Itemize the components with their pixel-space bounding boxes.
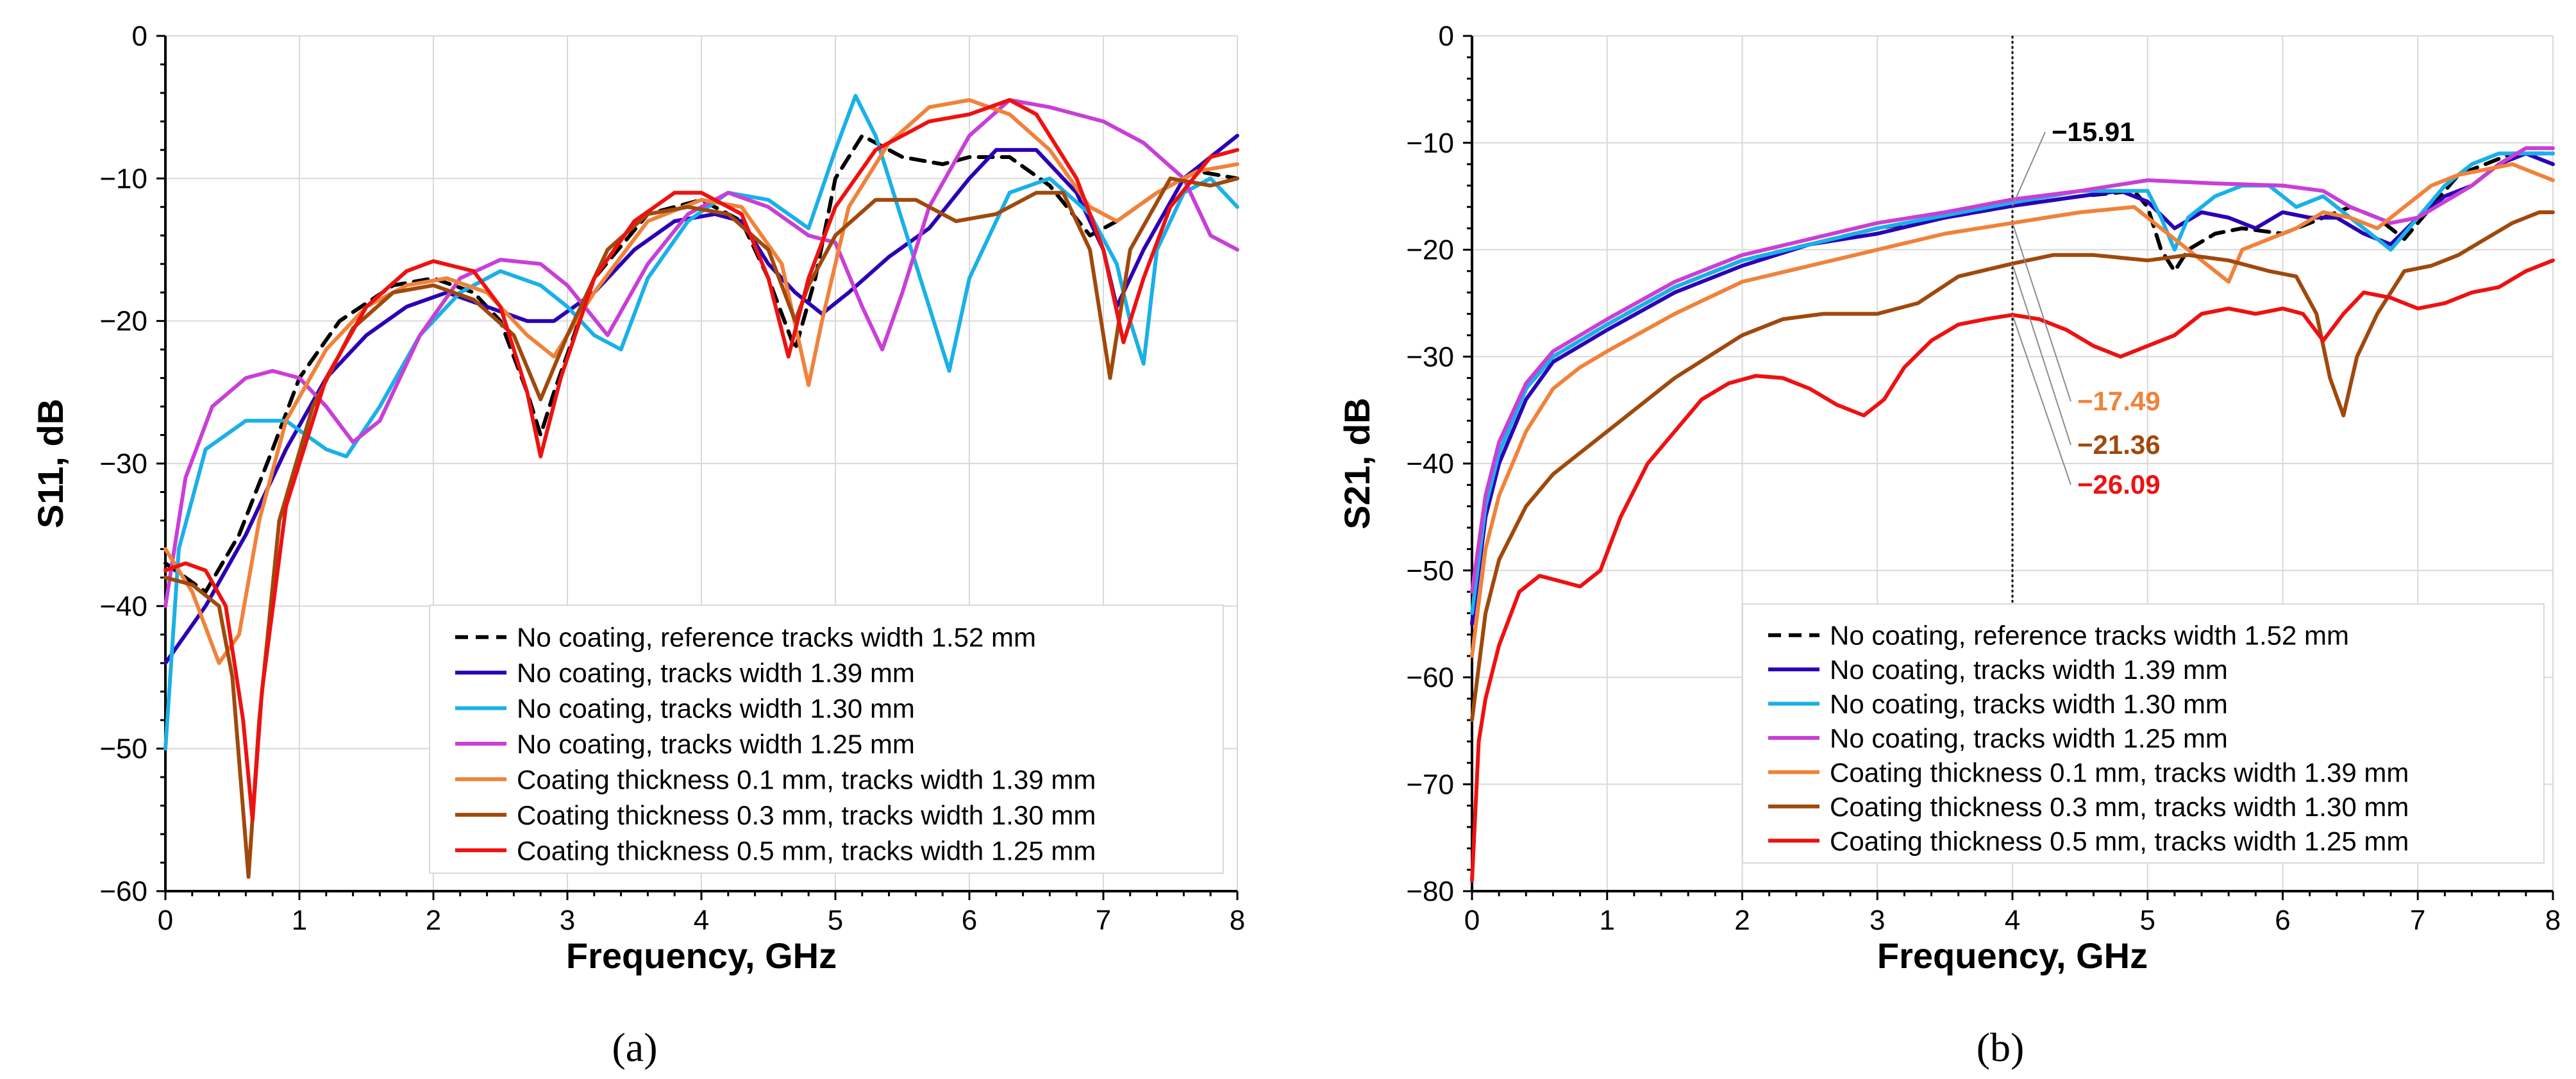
x-tick-label: 2 bbox=[1734, 905, 1750, 936]
annotation-label: −17.49 bbox=[2077, 386, 2161, 416]
y-tick-label: −10 bbox=[99, 163, 147, 194]
series-line-1 bbox=[1470, 151, 2555, 626]
y-tick-label: −60 bbox=[99, 876, 147, 907]
x-tick-label: 4 bbox=[2005, 905, 2020, 936]
legend-entry: No coating, tracks width 1.30 mm bbox=[1830, 689, 2228, 719]
annotation-leader bbox=[2012, 314, 2071, 485]
legend-box bbox=[1742, 603, 2545, 864]
legend-entry: Coating thickness 0.5 mm, tracks width 1… bbox=[517, 835, 1096, 866]
x-tick-label: 5 bbox=[2140, 905, 2155, 936]
x-tick-label: 0 bbox=[1464, 905, 1480, 936]
y-tick-label: −50 bbox=[1406, 555, 1454, 587]
y-tick-label: −70 bbox=[1406, 769, 1454, 800]
series-group bbox=[163, 94, 1239, 879]
x-axis-title: Frequency, GHz bbox=[566, 935, 837, 976]
x-tick-label: 1 bbox=[1600, 905, 1615, 936]
x-tick-label: 8 bbox=[2545, 905, 2561, 936]
y-tick-label: −30 bbox=[1406, 341, 1454, 372]
panel-label: (a) bbox=[612, 1025, 657, 1070]
y-tick-label: 0 bbox=[1439, 21, 1454, 52]
series-line-5 bbox=[1470, 162, 2555, 658]
x-tick-label: 3 bbox=[1869, 905, 1885, 936]
y-tick-label: −40 bbox=[99, 590, 147, 622]
legend: No coating, reference tracks width 1.52 … bbox=[429, 605, 1224, 874]
x-tick-label: 7 bbox=[1096, 905, 1111, 936]
legend-entry: No coating, reference tracks width 1.52 … bbox=[517, 623, 1036, 653]
x-tick-label: 4 bbox=[694, 905, 709, 936]
series-line-3 bbox=[1470, 151, 2555, 615]
y-tick-label: −30 bbox=[99, 448, 147, 480]
x-tick-label: 7 bbox=[2410, 905, 2425, 936]
series-line-7 bbox=[1470, 258, 2555, 883]
series-line-2 bbox=[163, 133, 1239, 665]
x-tick-label: 1 bbox=[292, 905, 307, 936]
series-line-6 bbox=[1470, 210, 2555, 723]
series-line-6 bbox=[163, 176, 1239, 879]
chart-panel-b: 0 1 2 3 4 5 6 7 8 0 −10 −20 −30 −40 −50 −60 −70 −80 Freque… bbox=[1337, 21, 2561, 1070]
annotation-label: −21.36 bbox=[2077, 430, 2161, 460]
legend-entry: Coating thickness 0.3 mm, tracks width 1… bbox=[1830, 792, 2409, 822]
legend-entry: No coating, tracks width 1.39 mm bbox=[517, 658, 915, 688]
y-tick-label: −40 bbox=[1406, 448, 1454, 480]
legend-box bbox=[429, 605, 1224, 874]
annotation-label: −26.09 bbox=[2077, 469, 2161, 499]
y-tick-label: 0 bbox=[132, 21, 147, 52]
annotation-leader bbox=[2012, 263, 2071, 446]
legend-entry: Coating thickness 0.1 mm, tracks width 1… bbox=[517, 764, 1096, 794]
x-tick-label: 8 bbox=[1230, 905, 1245, 936]
legend-entry: No coating, tracks width 1.30 mm bbox=[517, 694, 915, 724]
series-line-5 bbox=[163, 98, 1239, 665]
x-tick-label: 0 bbox=[158, 905, 173, 936]
x-axis-title: Frequency, GHz bbox=[1877, 935, 2148, 976]
y-tick-label: −60 bbox=[1406, 662, 1454, 694]
panel-label: (b) bbox=[1977, 1025, 2025, 1070]
series-line-4 bbox=[163, 98, 1239, 608]
legend-entry: No coating, tracks width 1.39 mm bbox=[1830, 655, 2228, 685]
series-line-7 bbox=[163, 98, 1239, 822]
legend-entry: Coating thickness 0.5 mm, tracks width 1… bbox=[1830, 826, 2409, 856]
y-tick-label: −50 bbox=[99, 733, 147, 765]
x-tick-label: 6 bbox=[962, 905, 977, 936]
x-tick-label: 6 bbox=[2275, 905, 2290, 936]
y-tick-label: −80 bbox=[1406, 876, 1454, 907]
annotation-label: −15.91 bbox=[2052, 117, 2135, 147]
series-line-3 bbox=[163, 94, 1239, 751]
legend-entry: No coating, tracks width 1.25 mm bbox=[1830, 723, 2228, 753]
chart-panel-a: 0 1 2 3 4 5 6 7 8 0 −10 −20 −30 −40 −50 −60 Frequency, G… bbox=[30, 21, 1245, 1070]
legend: No coating, reference tracks width 1.52 … bbox=[1742, 603, 2545, 864]
y-tick-label: −20 bbox=[1406, 235, 1454, 266]
annotation-leader bbox=[2012, 131, 2046, 206]
annotation-leader bbox=[2012, 222, 2071, 402]
legend-entry: Coating thickness 0.3 mm, tracks width 1… bbox=[517, 800, 1096, 830]
y-tick-label: −20 bbox=[99, 306, 147, 337]
y-tick-label: −10 bbox=[1406, 128, 1454, 159]
x-tick-label: 2 bbox=[426, 905, 441, 936]
legend-entry: No coating, tracks width 1.25 mm bbox=[517, 729, 915, 759]
x-tick-label: 5 bbox=[828, 905, 843, 936]
series-line-4 bbox=[1470, 146, 2555, 594]
y-axis-title: S21, dB bbox=[1337, 397, 1377, 529]
x-tick-label: 3 bbox=[560, 905, 575, 936]
y-axis-title: S11, dB bbox=[30, 399, 71, 528]
legend-entry: No coating, reference tracks width 1.52 … bbox=[1830, 621, 2349, 651]
legend-entry: Coating thickness 0.1 mm, tracks width 1… bbox=[1830, 757, 2409, 787]
series-group bbox=[1470, 146, 2555, 883]
